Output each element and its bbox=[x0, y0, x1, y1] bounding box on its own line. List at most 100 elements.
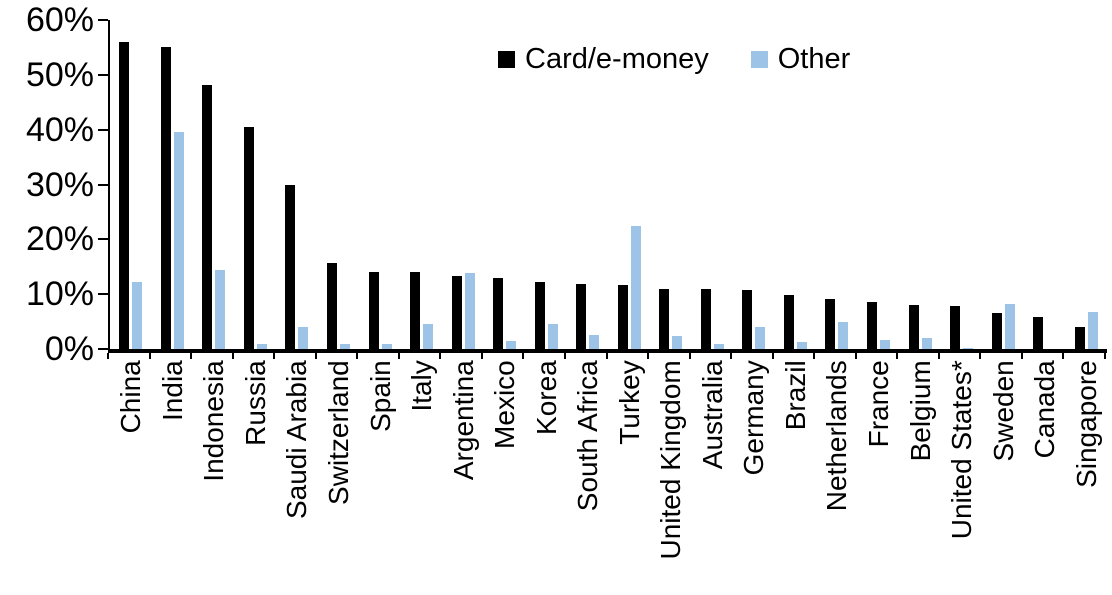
x-axis-tick-mark bbox=[647, 353, 650, 359]
x-axis-tick-mark bbox=[190, 353, 193, 359]
card-emoney-bar bbox=[1074, 327, 1085, 349]
other-bar bbox=[506, 341, 517, 349]
category-cell-turkey bbox=[609, 225, 651, 349]
card-emoney-bar bbox=[742, 290, 753, 349]
x-axis-label: Canada bbox=[1028, 360, 1060, 459]
other-bar bbox=[921, 337, 932, 349]
category-cell-saudi-arabia bbox=[276, 185, 318, 349]
category-cell-mexico bbox=[484, 278, 526, 349]
card-emoney-bar bbox=[119, 41, 130, 349]
card-emoney-bar bbox=[908, 304, 919, 349]
card-emoney-bar bbox=[659, 288, 670, 349]
x-axis-label: Mexico bbox=[488, 360, 520, 449]
card-emoney-bar bbox=[368, 271, 379, 349]
other-bar bbox=[963, 347, 974, 349]
x-axis-tick-mark bbox=[813, 353, 816, 359]
card-emoney-bar bbox=[991, 313, 1002, 349]
x-axis-label: Korea bbox=[530, 360, 562, 435]
category-cell-russia bbox=[235, 126, 277, 349]
card-emoney-bar bbox=[783, 294, 794, 349]
card-emoney-bar bbox=[493, 278, 504, 349]
x-axis-label: Saudi Arabia bbox=[281, 360, 313, 519]
y-axis-tick-mark bbox=[98, 19, 108, 21]
other-bar bbox=[423, 323, 434, 349]
card-emoney-bar bbox=[700, 289, 711, 349]
other-bar bbox=[672, 335, 683, 349]
x-axis-label: Sweden bbox=[987, 360, 1019, 462]
y-axis-tick-mark bbox=[98, 238, 108, 241]
category-cell-australia bbox=[692, 289, 734, 349]
x-axis-label: Spain bbox=[364, 360, 396, 432]
y-axis-tick-label: 10% bbox=[25, 275, 94, 314]
category-cell-china bbox=[110, 41, 152, 349]
x-axis-label: Russia bbox=[239, 360, 271, 446]
other-bar bbox=[713, 343, 724, 349]
category-cell-indonesia bbox=[193, 84, 235, 349]
y-axis-tick-label: 50% bbox=[25, 55, 94, 94]
legend-item-card-emoney: Card/e-money bbox=[498, 45, 709, 74]
y-axis-tick-mark bbox=[98, 73, 108, 76]
category-cell-south-africa bbox=[567, 284, 609, 349]
category-cell-united-states- bbox=[941, 305, 983, 349]
card-emoney-bar bbox=[160, 47, 171, 349]
x-axis-label: United Kingdom bbox=[655, 360, 687, 560]
x-axis-label: Indonesia bbox=[198, 360, 230, 482]
x-axis-tick-mark bbox=[979, 353, 982, 359]
category-cell-canada bbox=[1024, 316, 1066, 349]
x-axis-tick-mark bbox=[1062, 353, 1065, 359]
category-cell-india bbox=[152, 47, 194, 349]
card-emoney-bar bbox=[950, 305, 961, 349]
x-axis-tick-mark bbox=[231, 353, 234, 359]
x-axis-label: Germany bbox=[738, 360, 770, 476]
x-axis-tick-mark bbox=[605, 353, 608, 359]
y-axis-tick-label: 0% bbox=[44, 330, 94, 368]
other-bar bbox=[796, 342, 807, 349]
y-axis-tick-mark bbox=[98, 348, 108, 350]
plot-area bbox=[108, 20, 1107, 353]
other-bar bbox=[381, 343, 392, 349]
card-emoney-bar bbox=[202, 84, 213, 349]
x-axis-label: Italy bbox=[405, 360, 437, 412]
x-axis-label: United States* bbox=[945, 360, 977, 539]
card-emoney-bar bbox=[576, 284, 587, 349]
y-axis-tick-label: 30% bbox=[25, 165, 94, 204]
x-axis-label: Australia bbox=[696, 360, 728, 469]
x-axis-tick-mark bbox=[397, 353, 400, 359]
card-emoney-bar bbox=[451, 275, 462, 349]
x-axis-tick-mark bbox=[937, 353, 940, 359]
y-axis-tick-label: 40% bbox=[25, 110, 94, 149]
x-axis-label: India bbox=[156, 360, 188, 421]
x-axis-label: Netherlands bbox=[821, 360, 853, 511]
other-bar bbox=[173, 131, 184, 349]
y-axis-tick-label: 60% bbox=[25, 1, 94, 39]
x-axis-tick-mark bbox=[356, 353, 359, 359]
x-axis-label: China bbox=[115, 360, 147, 434]
other-bar bbox=[256, 343, 267, 349]
x-axis-tick-mark bbox=[563, 353, 566, 359]
card-emoney-bar bbox=[1033, 316, 1044, 349]
category-cell-korea bbox=[525, 282, 567, 349]
x-axis-label: Brazil bbox=[779, 360, 811, 431]
other-swatch-icon bbox=[750, 51, 768, 68]
other-bar bbox=[464, 273, 475, 349]
card-emoney-bar bbox=[617, 285, 628, 349]
x-axis-tick-mark bbox=[1104, 353, 1106, 359]
category-cell-belgium bbox=[899, 304, 941, 349]
category-cell-united-kingdom bbox=[650, 288, 692, 349]
x-axis-tick-mark bbox=[273, 353, 276, 359]
x-axis-label: Argentina bbox=[447, 360, 479, 480]
y-axis-tick-mark bbox=[98, 183, 108, 186]
card-emoney-bar bbox=[243, 126, 254, 349]
card-emoney-bar bbox=[825, 299, 836, 349]
x-axis-label: France bbox=[862, 360, 894, 448]
other-bar bbox=[339, 344, 350, 349]
other-bar bbox=[215, 269, 226, 349]
card-emoney-bar bbox=[410, 272, 421, 349]
legend-item-other: Other bbox=[750, 45, 850, 74]
y-axis-tick-mark bbox=[98, 293, 108, 296]
x-axis-tick-mark bbox=[688, 353, 691, 359]
x-axis-label: Switzerland bbox=[322, 360, 354, 505]
category-cell-singapore bbox=[1065, 311, 1107, 349]
other-bar bbox=[547, 324, 558, 349]
